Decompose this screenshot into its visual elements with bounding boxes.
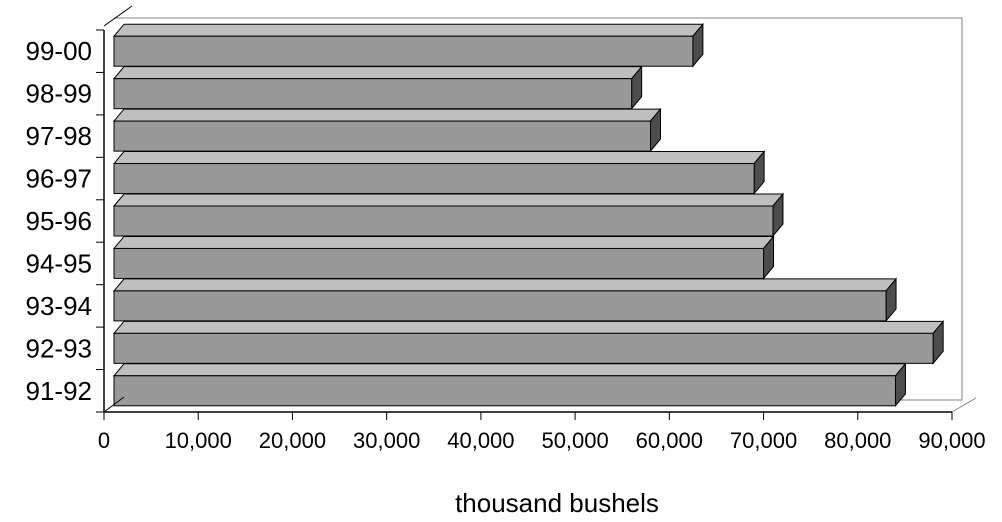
- bar-top-face: [112, 278, 898, 292]
- bar-front-face: [113, 290, 887, 322]
- bar: [112, 150, 766, 195]
- bar: [112, 22, 704, 68]
- bar-top-face: [112, 66, 643, 80]
- depth-corner-top: [103, 5, 133, 27]
- category-label: 91-92: [26, 376, 93, 406]
- bar: [112, 277, 898, 323]
- x-tick-label: 40,000: [447, 428, 514, 453]
- bars-group: [112, 22, 945, 408]
- bar-top-face: [112, 363, 907, 377]
- x-tick-label: 60,000: [636, 428, 703, 453]
- bar-front-face: [113, 163, 755, 195]
- category-label: 95-96: [26, 206, 93, 236]
- bar-front-face: [113, 375, 896, 407]
- bar: [112, 319, 945, 365]
- floor-right-edge: [951, 397, 977, 413]
- category-label: 94-95: [26, 248, 93, 278]
- bar: [112, 65, 643, 111]
- bar-top-face: [112, 151, 766, 165]
- category-labels: 91-92 92-93 93-94 94-95 95-96 96-97 97-98 98-99…: [26, 36, 93, 406]
- bar: [112, 235, 775, 280]
- x-tick-label: 80,000: [824, 428, 891, 453]
- category-label: 92-93: [26, 333, 93, 363]
- back-wall: [114, 17, 963, 400]
- category-label: 96-97: [26, 164, 93, 194]
- category-label: 97-98: [26, 121, 93, 151]
- bar: [112, 362, 907, 408]
- category-label: 98-99: [26, 79, 93, 109]
- bar-front-face: [113, 205, 774, 237]
- bar-front-face: [113, 78, 633, 110]
- bar: [112, 192, 785, 238]
- bar-top-face: [112, 23, 704, 37]
- x-tick-label: 90,000: [918, 428, 985, 453]
- x-axis-title: thousand bushels: [455, 488, 659, 518]
- axes-group: [96, 5, 953, 420]
- bar-front-face: [113, 247, 765, 279]
- bar-top-face: [112, 108, 662, 122]
- x-tick-label: 70,000: [730, 428, 797, 453]
- x-tick-label: 30,000: [353, 428, 420, 453]
- category-label: 99-00: [26, 36, 93, 66]
- bar-top-face: [112, 235, 775, 249]
- bar-top-face: [112, 320, 945, 334]
- bar-top-face: [112, 193, 785, 207]
- x-tick-label: 10,000: [165, 428, 232, 453]
- depth-corner-bottom: [103, 396, 125, 413]
- bar-front-face: [113, 120, 651, 152]
- x-tick-label: 20,000: [259, 428, 326, 453]
- bar-front-face: [113, 35, 694, 67]
- x-tick-label: 50,000: [541, 428, 608, 453]
- bar-front-face: [113, 332, 934, 364]
- tick-labels: 0 10,000 20,000 30,000 40,000 50,000 60,000 70,…: [98, 428, 986, 453]
- category-label: 93-94: [26, 291, 93, 321]
- x-tick-label: 0: [98, 428, 110, 453]
- bar: [112, 107, 662, 153]
